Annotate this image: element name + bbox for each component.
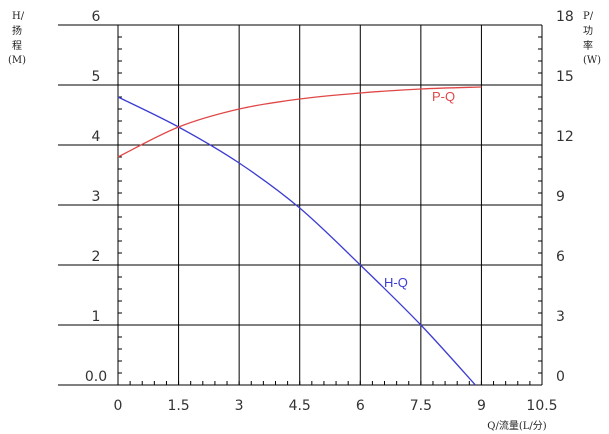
left-y-tick-label: 1 (92, 309, 101, 325)
right-y-axis-title-line: (W) (583, 55, 601, 66)
series-label-p-q: P-Q (432, 89, 455, 104)
right-y-axis-title-line: 功 (583, 25, 593, 37)
x-tick-label: 1.5 (167, 398, 189, 414)
x-tick-label: 7.5 (410, 398, 432, 414)
x-axis-tick-labels: 0 1.5 3 4.5 6 7.5 9 10.5 (114, 398, 558, 414)
left-y-axis-title-line: (M) (8, 55, 26, 66)
left-y-axis-title-line: 扬 (12, 24, 22, 37)
right-y-axis-tick-labels: 0 3 6 9 12 15 18 (556, 9, 574, 385)
right-y-axis-title-line: 率 (583, 39, 593, 52)
right-y-tick-label: 0 (556, 369, 565, 385)
grid-lines (58, 24, 543, 386)
minor-tick-marks (117, 24, 543, 386)
x-tick-label: 0 (114, 398, 123, 414)
series-line-h-q (117, 96, 476, 386)
x-tick-label: 10.5 (526, 398, 557, 414)
right-y-tick-label: 3 (556, 309, 565, 325)
right-y-tick-label: 12 (556, 129, 574, 145)
x-tick-label: 9 (477, 398, 486, 414)
right-y-tick-label: 18 (556, 9, 574, 25)
left-y-tick-label: 5 (92, 69, 101, 85)
x-tick-label: 4.5 (289, 398, 311, 414)
right-y-axis-title: P/ 功 率 (W) (583, 11, 601, 66)
left-y-axis-title-line: 程 (12, 40, 22, 52)
left-y-tick-label: 4 (92, 129, 101, 145)
right-y-axis-title-line: P/ (583, 11, 594, 22)
series-line-p-q (117, 86, 482, 158)
left-y-tick-label: 6 (92, 9, 101, 25)
left-y-tick-label: 0.0 (85, 369, 107, 385)
right-y-tick-label: 9 (556, 189, 565, 205)
x-tick-label: 6 (356, 398, 365, 414)
left-y-axis-title-line: H/ (12, 11, 25, 22)
left-y-axis-tick-labels: 0.0 1 2 3 4 5 6 (85, 9, 107, 385)
series-lines (117, 86, 482, 386)
x-axis-title: Q/流量(L/分) (487, 419, 546, 432)
right-y-tick-label: 15 (556, 69, 574, 85)
left-y-axis-title: H/ 扬 程 (M) (8, 11, 26, 66)
x-tick-label: 3 (235, 398, 244, 414)
left-y-tick-label: 2 (92, 249, 101, 265)
series-label-h-q: H-Q (384, 275, 408, 290)
right-y-tick-label: 6 (556, 249, 565, 265)
left-y-tick-label: 3 (92, 189, 101, 205)
